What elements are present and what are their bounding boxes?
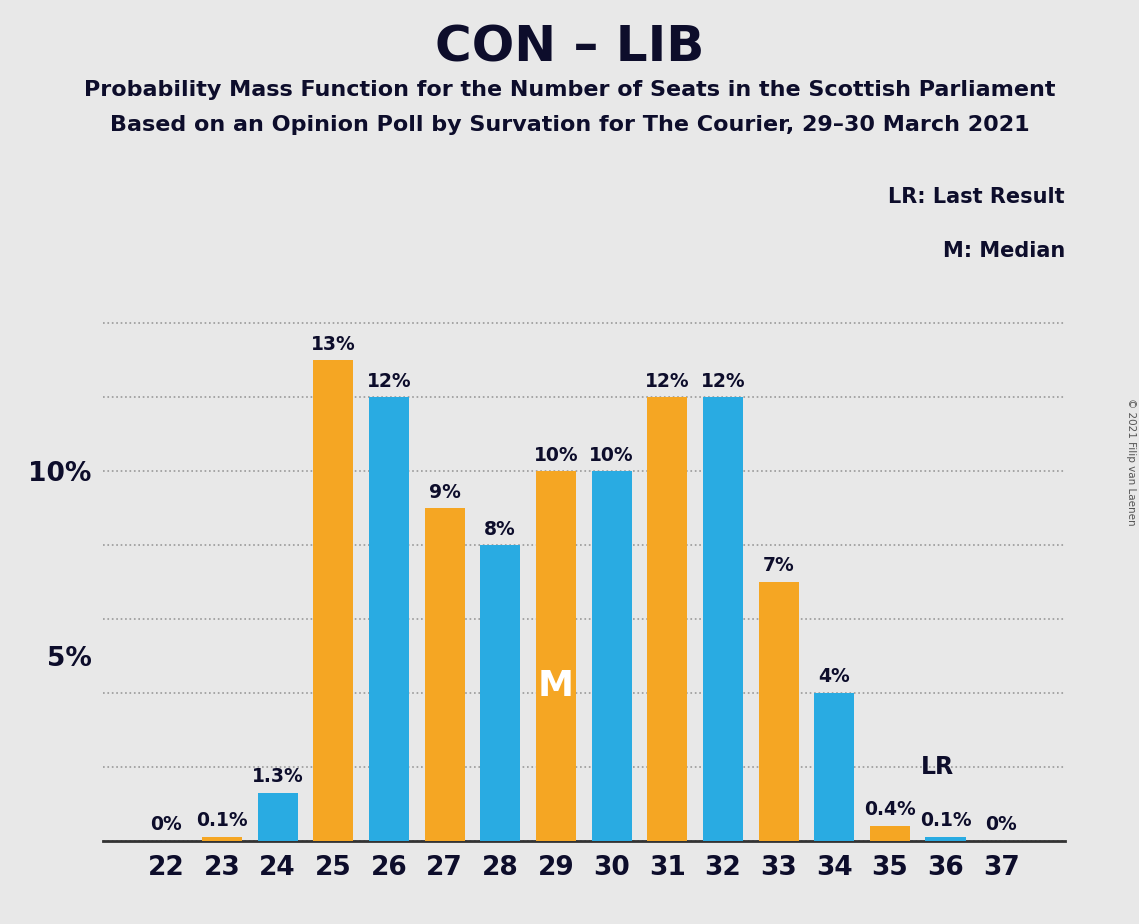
Bar — [870, 826, 910, 841]
Text: 13%: 13% — [311, 334, 355, 354]
Text: © 2021 Filip van Laenen: © 2021 Filip van Laenen — [1126, 398, 1136, 526]
Text: CON – LIB: CON – LIB — [435, 23, 704, 71]
Text: M: M — [538, 669, 574, 702]
Bar — [591, 471, 632, 841]
Text: 8%: 8% — [484, 519, 516, 539]
Bar — [313, 360, 353, 841]
Text: LR: Last Result: LR: Last Result — [888, 187, 1065, 207]
Bar — [425, 508, 465, 841]
Text: Probability Mass Function for the Number of Seats in the Scottish Parliament: Probability Mass Function for the Number… — [84, 80, 1055, 101]
Text: 12%: 12% — [700, 371, 745, 391]
Text: 0%: 0% — [985, 815, 1017, 834]
Bar — [759, 582, 798, 841]
Bar — [926, 837, 966, 841]
Text: 9%: 9% — [428, 482, 460, 502]
Bar — [257, 793, 297, 841]
Text: 10%: 10% — [589, 445, 634, 465]
Text: LR: LR — [920, 755, 953, 779]
Text: 0.1%: 0.1% — [196, 811, 248, 831]
Bar — [202, 837, 241, 841]
Text: M: Median: M: Median — [943, 240, 1065, 261]
Text: 10%: 10% — [533, 445, 579, 465]
Text: 12%: 12% — [645, 371, 689, 391]
Text: 4%: 4% — [818, 667, 850, 687]
Text: 0%: 0% — [150, 815, 182, 834]
Text: 0.1%: 0.1% — [919, 811, 972, 831]
Bar — [481, 545, 521, 841]
Bar — [703, 397, 743, 841]
Bar — [647, 397, 687, 841]
Text: Based on an Opinion Poll by Survation for The Courier, 29–30 March 2021: Based on an Opinion Poll by Survation fo… — [109, 115, 1030, 135]
Text: 12%: 12% — [367, 371, 411, 391]
Text: 0.4%: 0.4% — [865, 800, 916, 820]
Text: 1.3%: 1.3% — [252, 767, 303, 786]
Bar — [814, 693, 854, 841]
Text: 7%: 7% — [763, 556, 794, 576]
Bar — [535, 471, 576, 841]
Bar — [369, 397, 409, 841]
